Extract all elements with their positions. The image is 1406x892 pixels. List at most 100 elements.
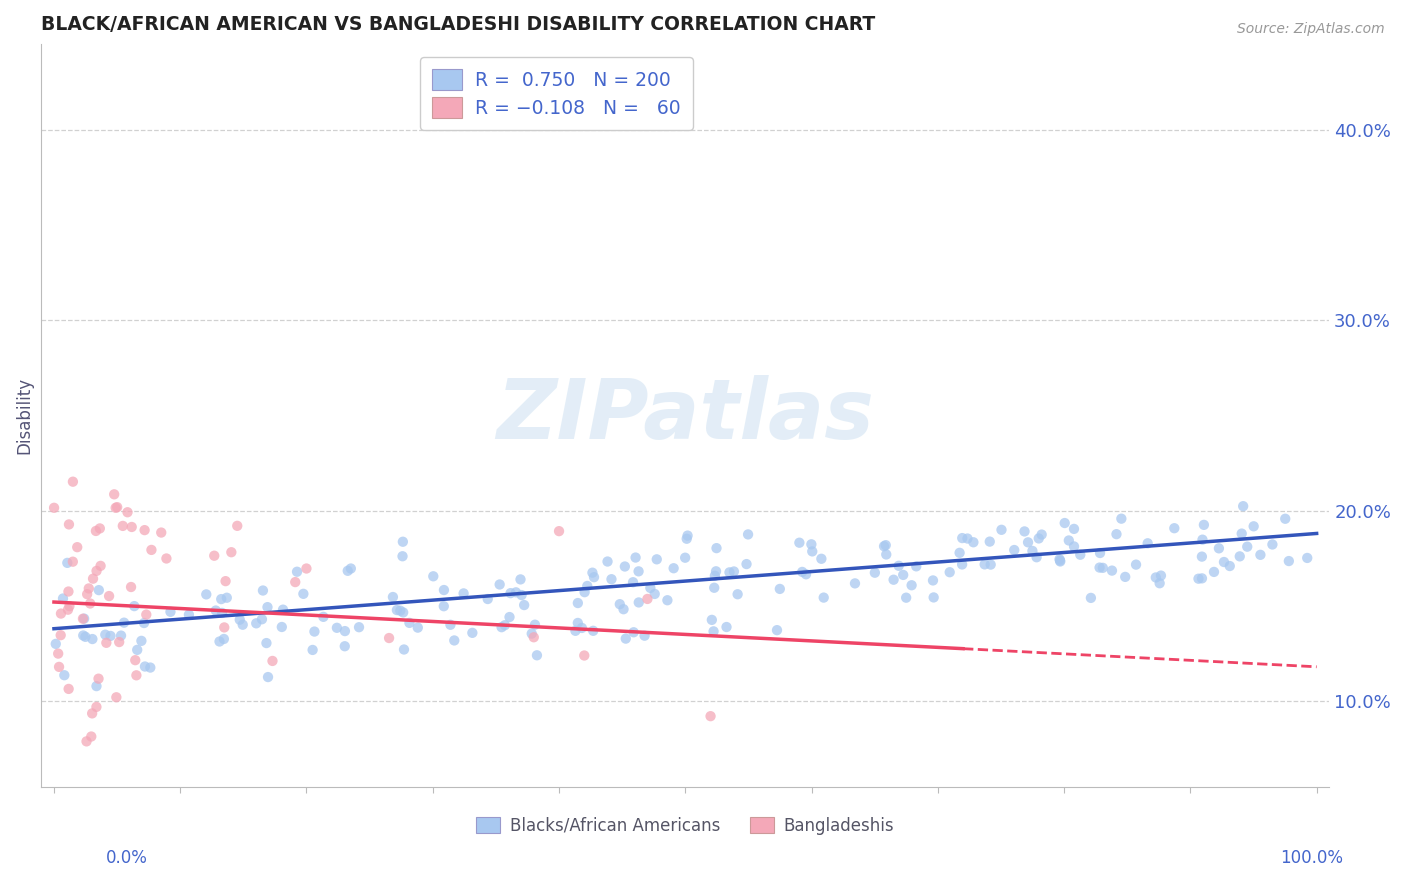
Point xyxy=(49,607,72,621)
Point xyxy=(406,621,429,635)
Point xyxy=(72,612,94,626)
Point xyxy=(1136,536,1159,550)
Text: ZIPatlas: ZIPatlas xyxy=(496,375,875,456)
Point xyxy=(1025,550,1047,565)
Point xyxy=(1111,511,1133,525)
Point xyxy=(662,561,685,575)
Point xyxy=(422,569,444,583)
Point xyxy=(1063,540,1085,554)
Point xyxy=(673,550,696,565)
Point xyxy=(86,679,108,693)
Point xyxy=(703,581,725,595)
Point xyxy=(1105,527,1128,541)
Point xyxy=(62,475,84,489)
Point xyxy=(1208,541,1230,556)
Point xyxy=(875,538,897,552)
Point xyxy=(111,519,134,533)
Point xyxy=(112,615,135,630)
Point xyxy=(657,593,679,607)
Point xyxy=(706,541,728,556)
Point xyxy=(195,587,218,601)
Point xyxy=(523,617,546,632)
Point xyxy=(76,587,98,601)
Point xyxy=(105,500,128,515)
Point xyxy=(718,566,741,580)
Point xyxy=(443,633,465,648)
Point xyxy=(548,524,571,538)
Point xyxy=(636,591,658,606)
Point xyxy=(1213,555,1236,569)
Point xyxy=(810,551,832,566)
Point xyxy=(505,585,527,599)
Point xyxy=(1031,527,1053,541)
Point xyxy=(392,534,415,549)
Point xyxy=(82,572,104,586)
Point xyxy=(596,555,619,569)
Point xyxy=(922,591,945,605)
Point xyxy=(139,660,162,674)
Point xyxy=(209,592,232,607)
Point xyxy=(90,558,112,573)
Point xyxy=(86,700,108,714)
Point xyxy=(644,587,666,601)
Point xyxy=(621,575,644,590)
Point xyxy=(1002,543,1025,558)
Point xyxy=(215,591,238,605)
Point xyxy=(1163,521,1185,535)
Point xyxy=(623,625,645,640)
Point xyxy=(1278,554,1301,568)
Point xyxy=(132,615,155,630)
Point xyxy=(612,602,634,616)
Point xyxy=(498,610,520,624)
Point xyxy=(1202,565,1225,579)
Point xyxy=(62,555,84,569)
Legend: Blacks/African Americans, Bangladeshis: Blacks/African Americans, Bangladeshis xyxy=(470,810,901,842)
Point xyxy=(499,586,522,600)
Point xyxy=(79,597,101,611)
Point xyxy=(72,628,94,642)
Point xyxy=(49,628,72,642)
Point xyxy=(494,618,516,632)
Point xyxy=(385,603,408,617)
Point xyxy=(794,567,817,582)
Point xyxy=(645,552,668,566)
Point xyxy=(640,581,662,595)
Point xyxy=(1091,561,1114,575)
Point xyxy=(100,629,122,643)
Point xyxy=(214,574,236,589)
Point xyxy=(1014,524,1036,539)
Point xyxy=(141,542,163,557)
Point xyxy=(304,624,326,639)
Point xyxy=(1243,519,1265,533)
Point xyxy=(891,568,914,582)
Point xyxy=(87,672,110,686)
Point xyxy=(703,624,725,639)
Point xyxy=(108,635,131,649)
Point xyxy=(1125,558,1147,572)
Point xyxy=(873,539,896,553)
Point xyxy=(134,659,156,673)
Point xyxy=(520,626,543,640)
Point xyxy=(699,709,721,723)
Point xyxy=(582,624,605,638)
Point xyxy=(1187,572,1209,586)
Point xyxy=(76,734,98,748)
Point xyxy=(1249,548,1271,562)
Point xyxy=(1088,560,1111,574)
Point xyxy=(82,632,104,646)
Point xyxy=(333,624,356,638)
Point xyxy=(627,595,650,609)
Point xyxy=(956,532,979,546)
Point xyxy=(439,617,461,632)
Point xyxy=(704,564,727,578)
Point xyxy=(1021,544,1043,558)
Point xyxy=(229,613,252,627)
Point xyxy=(1114,570,1136,584)
Point xyxy=(1049,553,1071,567)
Point xyxy=(42,500,65,515)
Point xyxy=(1229,549,1251,564)
Point xyxy=(73,612,96,626)
Point xyxy=(905,559,928,574)
Point xyxy=(226,519,249,533)
Point xyxy=(1230,526,1253,541)
